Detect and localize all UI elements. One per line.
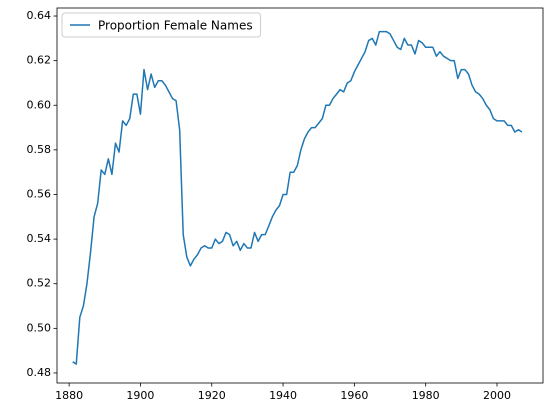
x-tick-label: 1900 bbox=[126, 389, 154, 402]
y-tick-label: 0.52 bbox=[27, 277, 52, 290]
y-tick-label: 0.62 bbox=[27, 54, 52, 67]
y-tick-label: 0.64 bbox=[27, 9, 52, 22]
x-tick-label: 1940 bbox=[269, 389, 297, 402]
y-tick-label: 0.50 bbox=[27, 321, 52, 334]
x-tick-label: 1980 bbox=[412, 389, 440, 402]
x-tick-label: 1920 bbox=[198, 389, 226, 402]
y-tick-label: 0.54 bbox=[27, 232, 52, 245]
line-series bbox=[72, 30, 523, 365]
y-tick-label: 0.56 bbox=[27, 187, 52, 200]
legend-label: Proportion Female Names bbox=[98, 19, 253, 33]
y-tick-label: 0.58 bbox=[27, 143, 52, 156]
x-tick-label: 1960 bbox=[340, 389, 368, 402]
y-tick-label: 0.48 bbox=[27, 366, 52, 379]
legend-box bbox=[61, 12, 262, 38]
x-tick-label: 2000 bbox=[483, 389, 511, 402]
axes-frame bbox=[56, 7, 544, 384]
y-tick-label: 0.60 bbox=[27, 98, 52, 111]
legend: Proportion Female Names bbox=[61, 12, 262, 38]
x-tick-label: 1880 bbox=[55, 389, 83, 402]
